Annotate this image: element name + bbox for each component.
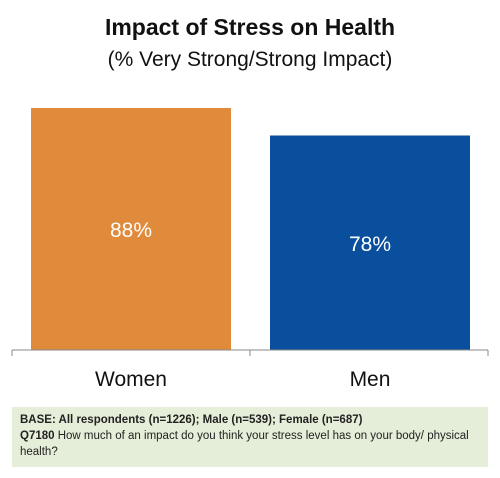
chart-subtitle: (% Very Strong/Strong Impact) — [107, 48, 393, 71]
chart-title: Impact of Stress on Health — [104, 14, 396, 40]
footnote-question-text: How much of an impact do you think your … — [20, 430, 469, 458]
footnote-box: BASE: All respondents (n=1226); Male (n=… — [12, 407, 488, 467]
footnote-question-id: Q7180 — [20, 430, 55, 442]
bar-women — [31, 108, 231, 350]
bar-men — [270, 135, 470, 350]
data-label-women: 88% — [110, 219, 152, 242]
x-tick-label-men: Men — [350, 368, 391, 391]
data-label-men: 78% — [349, 233, 391, 256]
footnote-base: BASE: All respondents (n=1226); Male (n=… — [20, 414, 363, 426]
x-tick-label-women: Women — [95, 368, 167, 391]
bar-chart: 88% Women 78% Men — [11, 108, 489, 391]
